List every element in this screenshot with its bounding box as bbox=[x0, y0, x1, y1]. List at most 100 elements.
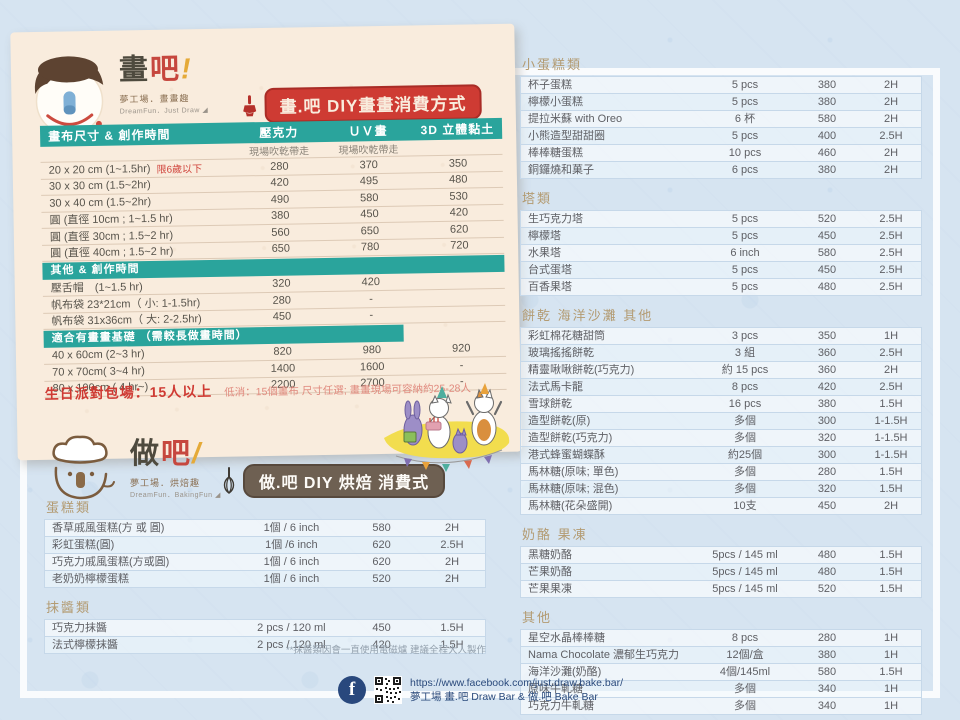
menu-table: 生巧克力塔 5 pcs 520 2.5H 檸檬塔 5 pcs 450 2.5H 水果塔 6 inc… bbox=[520, 210, 922, 296]
item-quantity: 約 15 pcs bbox=[721, 363, 769, 376]
paintbrush-icon bbox=[243, 94, 257, 116]
logo-accent: / bbox=[192, 438, 203, 470]
facebook-url[interactable]: https://www.facebook.com/just.draw.bake.… bbox=[410, 677, 624, 689]
facebook-icon[interactable]: f bbox=[338, 676, 366, 705]
item-name: 生巧克力塔 bbox=[528, 212, 583, 225]
item-quantity: 5pcs / 145 ml bbox=[712, 565, 778, 578]
logo-accent: ! bbox=[180, 53, 193, 86]
item-price: 280 bbox=[817, 465, 837, 478]
draw-section-title: 畫.吧 DIY畫畫消費方式 bbox=[264, 84, 482, 124]
price-value: 280 bbox=[270, 160, 289, 173]
table-row: 老奶奶檸檬蛋糕 1個 / 6 inch 520 2H bbox=[44, 571, 486, 588]
item-price: 380 bbox=[817, 78, 837, 91]
price-value: 530 bbox=[449, 190, 468, 203]
item-quantity: 多個 bbox=[734, 431, 756, 444]
item-name-text: 30 x 30 cm (1.5~2hr) bbox=[48, 179, 151, 194]
menu-table: 巧克力抹醬 2 pcs / 120 ml 450 1.5H 法式檸檬抹醬 2 pcs / … bbox=[44, 619, 486, 654]
draw-price-table: 畫布尺寸 & 創作時間 壓克力 ＵＶ畫 3D 立體黏土 現場吹乾帶走 現場吹乾帶走 20 x… bbox=[39, 117, 507, 398]
item-quantity: 1個 / 6 inch bbox=[263, 572, 320, 585]
price-value: 620 bbox=[449, 223, 469, 236]
item-name: 銅鑼燒和菓子 bbox=[528, 163, 594, 176]
item-name: 台式蛋塔 bbox=[528, 263, 572, 276]
item-quantity: 2 pcs / 120 ml bbox=[257, 638, 326, 651]
item-duration: 2H bbox=[883, 95, 899, 108]
item-duration: 1H bbox=[883, 329, 899, 342]
item-name: 70 x 70cm( 3~4 hr) bbox=[44, 363, 238, 379]
table-row: 銅鑼燒和菓子 6 pcs 380 2H bbox=[520, 162, 922, 179]
column-header: 畫布尺寸 & 創作時間 bbox=[48, 127, 171, 144]
item-quantity: 8 pcs bbox=[731, 631, 759, 644]
item-price: 360 bbox=[817, 346, 837, 359]
draw-logo-subtitle-en: DreamFun．Just Draw ◢ bbox=[119, 106, 209, 116]
item-duration: 1H bbox=[883, 631, 899, 644]
item-price: 580 bbox=[817, 665, 837, 678]
price-value: 495 bbox=[359, 175, 379, 188]
item-name: 檸檬小蛋糕 bbox=[528, 95, 583, 108]
item-price: 520 bbox=[372, 572, 391, 585]
item-name: 圓 (直徑 40cm ; 1.5~2 hr) bbox=[42, 242, 236, 261]
item-name: 港式蜂蜜蝴蝶酥 bbox=[528, 448, 605, 461]
item-price: 340 bbox=[817, 682, 837, 695]
item-price: 580 bbox=[817, 112, 837, 125]
dry-note: 現場吹乾帶走 bbox=[249, 146, 310, 159]
item-quantity: 16 pcs bbox=[728, 397, 762, 410]
price-value: 560 bbox=[271, 226, 290, 239]
table-row: 雪球餅乾 16 pcs 380 1.5H bbox=[520, 396, 922, 413]
price-value: 420 bbox=[449, 206, 469, 220]
price-value: - bbox=[369, 309, 374, 322]
item-quantity: 6 杯 bbox=[734, 112, 756, 125]
bake-price-tables: 蛋糕類 香草戚風蛋糕(方 或 圓) 1個 / 6 inch 580 2H 彩虹蛋糕(圓) 1… bbox=[44, 497, 486, 654]
item-duration: 2.5H bbox=[879, 229, 903, 242]
bake-logo-subtitle: 夢工場．烘焙趣 bbox=[130, 478, 201, 488]
item-duration: 2H bbox=[883, 363, 899, 376]
price-value: 920 bbox=[451, 342, 471, 356]
table-row: 巧克力抹醬 2 pcs / 120 ml 450 1.5H bbox=[44, 620, 486, 637]
table-row: 海洋沙灘(奶酪) 4個/145ml 580 1.5H bbox=[520, 664, 922, 681]
menu-table: 黑糖奶酪 5pcs / 145 ml 480 1.5H 芒果奶酪 5pcs / 145 m… bbox=[520, 546, 922, 598]
item-name: 精靈啾啾餅乾(巧克力) bbox=[528, 363, 635, 376]
spacer-cell bbox=[413, 146, 502, 148]
logo-char: 吧 bbox=[149, 53, 182, 86]
table-row: 馬林糖(花朵盛開) 10支 450 2H bbox=[520, 498, 922, 515]
item-price: 450 bbox=[817, 499, 837, 512]
item-price: 450 bbox=[817, 263, 837, 276]
table-row: 台式蛋塔 5 pcs 450 2.5H bbox=[520, 262, 922, 279]
item-price: 480 bbox=[817, 548, 837, 561]
item-name-text: 圓 (直徑 40cm ; 1.5~2 hr) bbox=[50, 245, 174, 261]
section-title: 蛋糕類 bbox=[46, 500, 92, 515]
item-quantity: 5 pcs bbox=[731, 229, 759, 242]
item-quantity: 5 pcs bbox=[731, 263, 759, 276]
item-quantity: 5 pcs bbox=[731, 212, 759, 225]
item-name: 芒果奶酪 bbox=[528, 565, 572, 578]
item-price: 420 bbox=[372, 638, 391, 651]
table-row: 造型餅乾(巧克力) 多個 320 1-1.5H bbox=[520, 430, 922, 447]
draw-title-block: 畫.吧 DIY畫畫消費方式 bbox=[241, 84, 482, 124]
item-price: 380 bbox=[817, 648, 837, 661]
item-quantity: 10 pcs bbox=[728, 146, 762, 159]
item-name: 老奶奶檸檬蛋糕 bbox=[52, 572, 129, 585]
item-duration: 2H bbox=[883, 146, 899, 159]
facebook-letter: f bbox=[348, 679, 356, 701]
item-duration: 2.5H bbox=[879, 212, 903, 225]
item-price: 280 bbox=[817, 631, 837, 644]
item-quantity: 1個 / 6 inch bbox=[263, 521, 320, 534]
item-name-text: 圓 (直徑 10cm ; 1~1.5 hr) bbox=[49, 212, 173, 228]
price-value: 720 bbox=[450, 239, 469, 253]
table-row: 提拉米蘇 with Oreo 6 杯 580 2H bbox=[520, 111, 922, 128]
item-quantity: 5 pcs bbox=[731, 78, 759, 91]
item-name: 芒果果凍 bbox=[528, 582, 572, 595]
menu-table: 彩虹棉花糖甜筒 3 pcs 350 1H 玻璃搖搖餅乾 3 組 360 2.5H 精靈啾啾餅乾(… bbox=[520, 327, 922, 515]
price-value bbox=[416, 297, 505, 299]
item-duration: 2.5H bbox=[879, 129, 903, 142]
price-value: - bbox=[369, 292, 373, 305]
draw-logo-subtitle: 夢工場．畫畫趣 bbox=[119, 93, 190, 105]
footer: f https://www.facebook.com/just.draw.bak… bbox=[338, 676, 624, 705]
item-name: 百香果塔 bbox=[528, 280, 572, 293]
item-name: 馬林糖(原味; 混色) bbox=[528, 482, 619, 495]
table-row: 巧克力戚風蛋糕(方或圓) 1個 / 6 inch 620 2H bbox=[44, 554, 486, 571]
spread-warning-note: **抹醬類因會一直使用電磁爐 建議全程大人製作 bbox=[285, 645, 486, 656]
price-value bbox=[415, 280, 504, 282]
item-price: 620 bbox=[372, 538, 391, 551]
bake-logo-subtitle-en: DreamFun．BakingFun ◢ bbox=[130, 492, 221, 499]
item-name: 雪球餅乾 bbox=[528, 397, 572, 410]
